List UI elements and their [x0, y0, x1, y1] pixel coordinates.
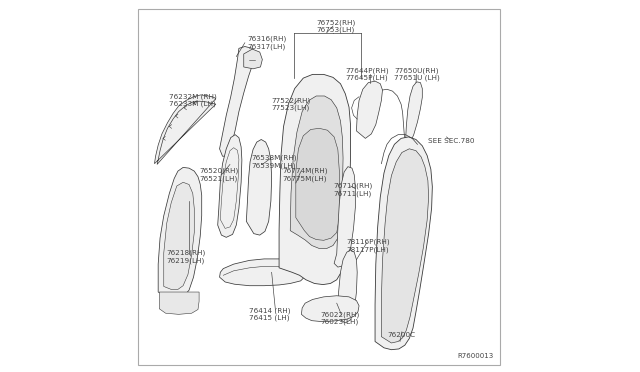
Polygon shape	[158, 167, 202, 298]
Polygon shape	[375, 137, 433, 350]
Text: 76218(RH)
76219(LH): 76218(RH) 76219(LH)	[167, 250, 206, 264]
Text: 76710(RH)
76711(LH): 76710(RH) 76711(LH)	[333, 183, 372, 197]
Text: 76774M(RH)
76775M(LH): 76774M(RH) 76775M(LH)	[283, 168, 328, 182]
Polygon shape	[381, 149, 429, 343]
Polygon shape	[220, 259, 305, 286]
Polygon shape	[220, 46, 255, 156]
Polygon shape	[244, 49, 262, 69]
Text: 76316(RH)
76317(LH): 76316(RH) 76317(LH)	[248, 36, 287, 50]
Polygon shape	[301, 296, 359, 322]
Text: 76022(RH)
76023(LH): 76022(RH) 76023(LH)	[321, 311, 360, 325]
Text: 77650U(RH)
77651U (LH): 77650U(RH) 77651U (LH)	[394, 67, 440, 81]
Text: SEE SEC.780: SEE SEC.780	[428, 138, 474, 144]
Polygon shape	[296, 128, 339, 240]
Polygon shape	[291, 96, 343, 248]
Polygon shape	[218, 135, 242, 237]
Text: 76232M (RH)
76233M (LH): 76232M (RH) 76233M (LH)	[170, 93, 217, 108]
Text: 76538M(RH)
76539M(LH): 76538M(RH) 76539M(LH)	[252, 155, 297, 169]
Text: 77522(RH)
77523(LH): 77522(RH) 77523(LH)	[271, 97, 310, 111]
Text: 76200C: 76200C	[387, 332, 415, 338]
Polygon shape	[406, 82, 422, 143]
Polygon shape	[246, 140, 271, 235]
Polygon shape	[164, 182, 195, 289]
Text: 76752(RH)
76753(LH): 76752(RH) 76753(LH)	[316, 19, 356, 33]
Polygon shape	[334, 167, 355, 267]
Polygon shape	[338, 250, 357, 323]
Polygon shape	[279, 74, 351, 285]
Text: R7600013: R7600013	[458, 353, 494, 359]
Polygon shape	[282, 164, 300, 216]
Text: 76520(RH)
76521(LH): 76520(RH) 76521(LH)	[199, 168, 238, 182]
Polygon shape	[356, 81, 383, 138]
Polygon shape	[159, 292, 199, 314]
Polygon shape	[285, 216, 301, 230]
Text: 77644P(RH)
77645P(LH): 77644P(RH) 77645P(LH)	[346, 67, 389, 81]
Polygon shape	[154, 95, 216, 164]
Text: 76414 (RH)
76415 (LH): 76414 (RH) 76415 (LH)	[250, 307, 291, 321]
Text: 78116P(RH)
78117P(LH): 78116P(RH) 78117P(LH)	[346, 238, 390, 253]
